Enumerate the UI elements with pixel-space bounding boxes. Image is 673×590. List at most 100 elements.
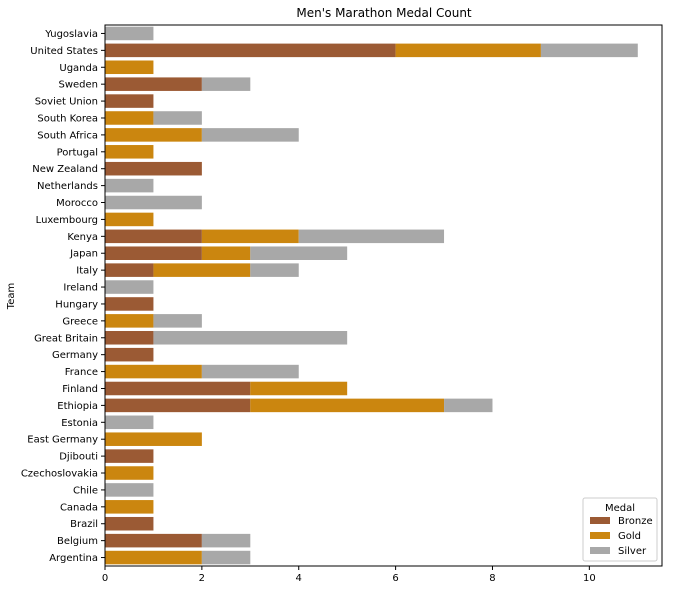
bar-gold-portugal [105,145,154,159]
bar-silver-estonia [105,415,154,430]
bar-bronze-soviet-union [105,94,154,108]
bar-silver-south-korea [153,111,202,125]
bar-silver-south-africa [201,128,299,142]
bar-bronze-italy [105,263,154,277]
y-tick-label: France [65,367,98,378]
y-tick-label: Greece [62,316,98,327]
bar-bronze-ethiopia [105,398,251,413]
bar-gold-france [105,364,202,379]
bar-silver-netherlands [105,178,154,193]
bar-gold-canada [105,500,154,514]
bar-silver-kenya [298,229,445,244]
legend-box [582,497,658,562]
bars-group [105,26,638,565]
x-tick-label: 0 [102,573,108,584]
bar-bronze-djibouti [105,449,154,463]
bar-silver-ethiopia [444,398,493,413]
bar-gold-finland [250,381,348,396]
y-tick-label: South Africa [37,130,98,141]
y-tick-label: Hungary [55,299,98,310]
y-tick-label: Argentina [49,553,98,564]
y-tick-label: Estonia [61,418,98,429]
bar-bronze-germany [105,347,154,362]
bar-gold-ethiopia [250,398,445,413]
y-tick-label: Luxembourg [36,215,98,226]
bar-gold-south-korea [105,111,154,125]
bar-silver-belgium [201,533,251,548]
bar-silver-chile [105,483,154,497]
y-tick-label: Ethiopia [57,401,98,412]
bar-silver-france [201,364,299,379]
bar-silver-yugoslavia [105,26,154,41]
bar-silver-japan [250,246,348,260]
bar-gold-united-states [395,43,541,58]
y-tick-label: Yugoslavia [44,29,98,40]
y-tick-label: Netherlands [37,181,98,192]
y-tick-label: Italy [76,266,98,277]
y-tick-label: South Korea [37,113,98,124]
x-tick-label: 10 [583,573,596,584]
legend-title: Medal [605,503,635,514]
bar-gold-east-germany [105,432,202,446]
y-tick-label: Soviet Union [35,97,98,108]
x-tick-label: 8 [489,573,495,584]
y-tick-label: East Germany [27,435,98,446]
y-tick-label: Chile [73,485,98,496]
x-tick-label: 6 [392,573,398,584]
x-tick-label: 4 [296,573,302,584]
bar-gold-japan [201,246,251,260]
plot-frame [104,24,663,567]
y-tick-label: Japan [69,249,98,260]
x-ticks: 0 2 4 6 8 10 [102,566,596,584]
y-tick-label: Brazil [70,519,98,530]
bar-silver-sweden [201,77,251,91]
bar-silver-ireland [105,280,154,294]
y-tick-label: Djibouti [59,452,98,463]
bar-silver-united-states [540,43,638,58]
y-tick-label: Uganda [59,63,98,74]
y-tick-label: Great Britain [34,333,98,344]
y-tick-label: Portugal [57,147,98,158]
bar-gold-south-africa [105,128,202,142]
bar-bronze-brazil [105,516,154,531]
legend-label-bronze: Bronze [618,516,653,527]
bar-bronze-finland [105,381,251,396]
legend-label-silver: Silver [618,546,647,557]
bar-bronze-great-britain [105,331,154,345]
bar-gold-argentina [105,550,202,565]
legend: Medal Bronze Gold Silver [582,497,658,562]
bar-bronze-belgium [105,533,202,548]
bar-silver-argentina [201,550,251,565]
bar-gold-czechoslovakia [105,466,154,480]
y-tick-label: Canada [60,502,98,513]
bar-silver-greece [153,314,202,328]
bar-gold-uganda [105,60,154,75]
legend-swatch-bronze [590,517,610,524]
bar-silver-great-britain [153,331,348,345]
legend-label-gold: Gold [618,531,641,542]
y-tick-label: United States [30,46,98,57]
x-tick-label: 2 [199,573,205,584]
y-tick-label: Finland [62,384,98,395]
bar-gold-greece [105,314,154,328]
chart-title: Men's Marathon Medal Count [296,6,472,20]
y-tick-label: Ireland [63,283,98,294]
bar-gold-luxembourg [105,212,154,227]
bar-gold-italy [153,263,251,277]
bar-silver-morocco [105,195,202,210]
y-tick-label: Morocco [56,198,98,209]
y-ticks: Yugoslavia United States Uganda Sweden Sovie… [21,29,105,564]
bar-bronze-united-states [105,43,396,58]
y-tick-label: Germany [52,350,98,361]
y-axis-label: Team [6,283,17,310]
legend-swatch-gold [590,532,610,539]
bar-gold-kenya [201,229,299,244]
y-tick-label: New Zealand [32,164,98,175]
y-tick-label: Czechoslovakia [21,469,98,480]
bar-bronze-japan [105,246,202,260]
y-tick-label: Belgium [57,536,98,547]
bar-bronze-kenya [105,229,202,244]
bar-bronze-new-zealand [105,161,202,176]
bar-bronze-sweden [105,77,202,91]
